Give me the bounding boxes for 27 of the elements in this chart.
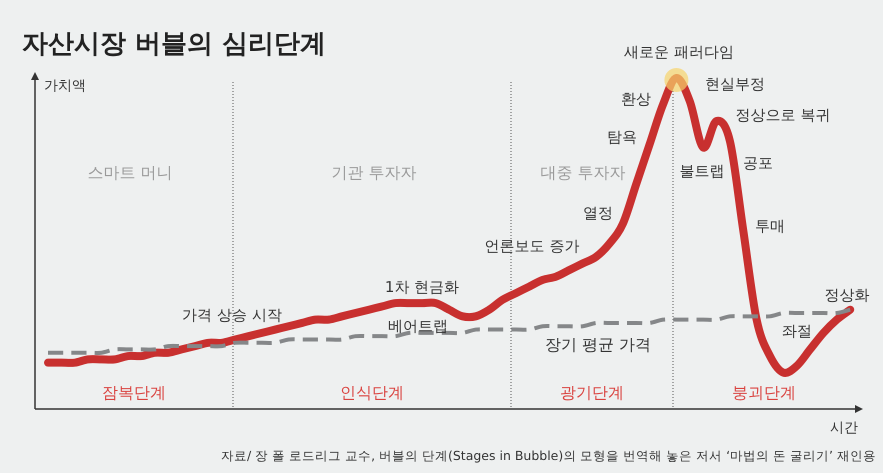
- annotation: 공포: [743, 154, 773, 172]
- series-label: 장기 평균 가격: [544, 335, 652, 354]
- annotation: 베어트랩: [388, 317, 448, 335]
- annotation: 스마트 머니: [87, 163, 173, 182]
- annotation: 1차 현금화: [384, 278, 460, 296]
- annotation: 자료/ 장 폴 로드리그 교수, 버블의 단계(Stages in Bubble)의 모형을 번역해 놓은 저서 ‘마법의 돈 굴리기’ 재인용: [220, 448, 876, 463]
- annotation: 광기단계: [560, 383, 624, 402]
- annotation: 불트랩: [680, 162, 724, 180]
- annotation: 투매: [755, 217, 785, 235]
- annotation: 언론보도 증가: [484, 237, 580, 255]
- annotation: 기관 투자자: [331, 163, 417, 182]
- annotation: 정상화: [824, 286, 870, 304]
- annotation: 탐욕: [607, 128, 637, 146]
- annotation: 붕괴단계: [732, 383, 796, 402]
- x-axis-title: 시간: [830, 420, 858, 436]
- annotation: 대중 투자자: [540, 163, 626, 182]
- annotation: 잠복단계: [102, 383, 166, 402]
- annotation: 현실부정: [705, 75, 765, 93]
- annotation: 열정: [583, 204, 613, 222]
- chart-title: 자산시장 버블의 심리단계: [22, 29, 326, 59]
- annotation: 정상으로 복귀: [736, 106, 830, 124]
- annotation: 환상: [621, 90, 651, 108]
- y-axis-title: 가치액: [44, 78, 86, 94]
- annotation: 새로운 패러다임: [624, 43, 734, 61]
- annotation: 좌절: [782, 322, 812, 340]
- annotation: 인식단계: [340, 383, 404, 402]
- annotation: 가격 상승 시작: [182, 306, 282, 324]
